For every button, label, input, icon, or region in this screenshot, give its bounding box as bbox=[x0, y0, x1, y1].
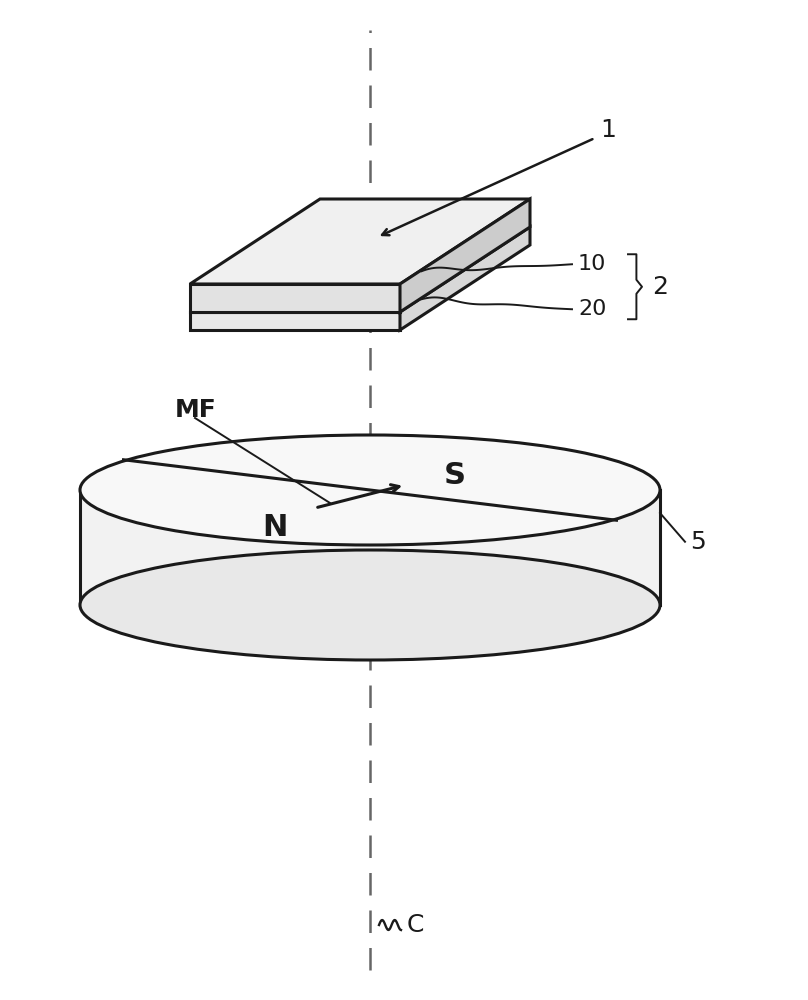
Text: 1: 1 bbox=[600, 118, 616, 142]
Text: S: S bbox=[444, 460, 466, 489]
Ellipse shape bbox=[80, 435, 660, 545]
Polygon shape bbox=[190, 199, 530, 284]
Text: MF: MF bbox=[175, 398, 217, 422]
Polygon shape bbox=[400, 227, 530, 330]
Polygon shape bbox=[190, 312, 400, 330]
Text: 5: 5 bbox=[690, 530, 705, 554]
Polygon shape bbox=[190, 227, 530, 312]
Text: 20: 20 bbox=[578, 299, 606, 319]
Polygon shape bbox=[190, 284, 400, 312]
Polygon shape bbox=[400, 199, 530, 312]
Text: 2: 2 bbox=[652, 275, 668, 299]
Text: 10: 10 bbox=[578, 254, 606, 274]
Text: N: N bbox=[263, 514, 288, 542]
Ellipse shape bbox=[80, 550, 660, 660]
Polygon shape bbox=[80, 490, 660, 605]
Text: C: C bbox=[407, 913, 424, 937]
